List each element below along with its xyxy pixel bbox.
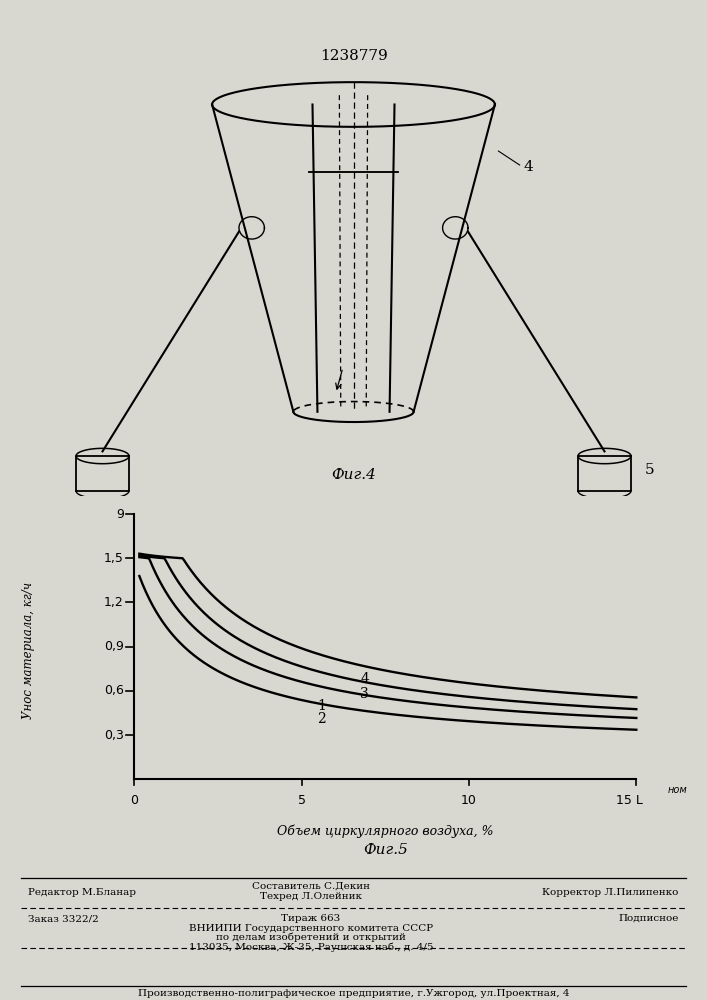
Text: Заказ 3322/2: Заказ 3322/2	[28, 914, 99, 923]
Text: 4: 4	[361, 672, 369, 686]
Text: Подписное: Подписное	[619, 914, 679, 923]
Text: 0,9: 0,9	[104, 640, 124, 653]
Text: 4: 4	[523, 160, 533, 174]
Text: 5: 5	[298, 794, 305, 807]
Text: 1238779: 1238779	[320, 49, 387, 63]
Text: 10: 10	[461, 794, 477, 807]
Text: 1: 1	[317, 699, 326, 713]
Text: 9: 9	[116, 508, 124, 521]
Text: Техред Л.Олейник: Техред Л.Олейник	[260, 892, 362, 901]
Text: 0,6: 0,6	[104, 684, 124, 697]
Text: 15 L: 15 L	[616, 794, 643, 807]
Text: 113035, Москва, Ж-35, Раушская наб., д. 4/5: 113035, Москва, Ж-35, Раушская наб., д. …	[189, 942, 433, 952]
Text: Объем циркулярного воздуха, %: Объем циркулярного воздуха, %	[277, 824, 493, 838]
Text: по делам изобретений и открытий: по делам изобретений и открытий	[216, 933, 406, 942]
Text: Составитель С.Декин: Составитель С.Декин	[252, 881, 370, 890]
Text: Корректор Л.Пилипенко: Корректор Л.Пилипенко	[542, 888, 679, 897]
Text: Производственно-полиграфическое предприятие, г.Ужгород, ул.Проектная, 4: Производственно-полиграфическое предприя…	[138, 989, 569, 998]
Text: Фиг.5: Фиг.5	[363, 843, 408, 857]
Text: 5: 5	[645, 463, 655, 477]
Text: 1,2: 1,2	[104, 596, 124, 609]
Text: 2: 2	[317, 712, 326, 726]
Text: Унос материала, кг/ч: Унос материала, кг/ч	[22, 582, 35, 719]
Text: 0,3: 0,3	[104, 729, 124, 742]
Text: ВНИИПИ Государственного комитета СССР: ВНИИПИ Государственного комитета СССР	[189, 924, 433, 933]
Text: 0: 0	[130, 794, 139, 807]
Text: ном: ном	[668, 785, 688, 795]
Text: Редактор М.Бланар: Редактор М.Бланар	[28, 888, 136, 897]
Text: Фиг.4: Фиг.4	[331, 468, 376, 482]
Text: Тираж 663: Тираж 663	[281, 914, 341, 923]
Text: 1,5: 1,5	[104, 552, 124, 565]
Text: 3: 3	[361, 687, 369, 701]
